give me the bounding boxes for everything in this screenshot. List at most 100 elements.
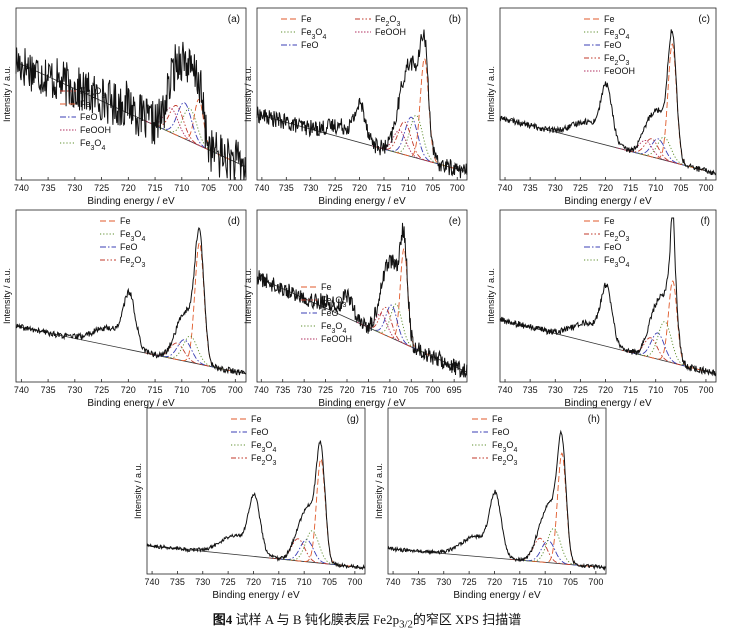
x-tick-label: 710: [382, 385, 397, 395]
x-tick-label: 715: [623, 183, 638, 193]
legend-label-Fe3O4: Fe3O4: [321, 321, 346, 335]
x-tick-label: 740: [498, 385, 513, 395]
figure-caption: 图4 试样 A 与 B 钝化膜表层 Fe2p3/2的窄区 XPS 扫描谱: [0, 609, 734, 631]
legend-label-Fe2O3: Fe2O3: [321, 295, 346, 309]
legend-label-FeO: FeO: [321, 308, 339, 318]
x-tick-label: 720: [487, 577, 502, 587]
y-axis-label: Intensity / a.u.: [243, 66, 253, 122]
x-tick-label: 700: [228, 183, 243, 193]
legend-label-Fe: Fe: [604, 14, 615, 24]
plot-frame: [387, 407, 607, 575]
y-axis-label: Intensity / a.u.: [2, 268, 12, 324]
plot-frame: [499, 209, 717, 383]
spectrum-line: [256, 222, 468, 378]
x-tick-label: 735: [523, 385, 538, 395]
x-tick-label: 700: [347, 577, 362, 587]
plot-frame: [256, 7, 468, 181]
x-tick-label: 695: [447, 385, 462, 395]
x-tick-label: 710: [648, 385, 663, 395]
legend-label-Fe3O4: Fe3O4: [492, 440, 517, 454]
y-axis-label: Intensity / a.u.: [2, 66, 12, 122]
spectrum-line: [146, 440, 366, 570]
x-tick-label: 705: [425, 183, 440, 193]
legend-label-FeOOH: FeOOH: [80, 125, 111, 135]
y-axis-label: Intensity / a.u.: [374, 463, 384, 519]
legend-label-Fe3O4: Fe3O4: [301, 27, 326, 41]
x-tick-label: 705: [673, 385, 688, 395]
peak-Fe: [643, 280, 703, 371]
legend-label-FeO: FeO: [80, 112, 98, 122]
x-tick-label: 730: [303, 183, 318, 193]
caption-subscript: 3/2: [399, 618, 413, 631]
legend-label-FeOOH: FeOOH: [604, 66, 635, 76]
legend-label-FeO: FeO: [251, 427, 269, 437]
x-tick-label: 715: [376, 183, 391, 193]
figure-number: 图4: [212, 612, 233, 627]
x-tick-label: 705: [201, 385, 216, 395]
peak-Fe: [642, 43, 703, 171]
x-tick-label: 720: [121, 183, 136, 193]
legend-label-FeO: FeO: [492, 427, 510, 437]
spectrum-line: [499, 217, 717, 377]
legend-label-Fe3O4: Fe3O4: [120, 229, 145, 243]
panel-h: (h) Binding energy / eV Intensity / a.u. 74…: [374, 407, 607, 601]
x-tick-label: 720: [121, 385, 136, 395]
legend-label-Fe2O3: Fe2O3: [604, 53, 629, 67]
spectrum-line: [15, 41, 247, 181]
x-tick-label: 720: [598, 385, 613, 395]
x-tick-label: 735: [41, 385, 56, 395]
x-tick-label: 735: [523, 183, 538, 193]
peak-FeOOH: [616, 139, 676, 164]
legend-label-Fe: Fe: [321, 282, 332, 292]
panel-label: (f): [701, 216, 710, 227]
peak-Fe2O3: [360, 306, 412, 348]
x-tick-label: 710: [648, 183, 663, 193]
x-tick-label: 735: [275, 385, 290, 395]
x-tick-label: 725: [573, 183, 588, 193]
x-tick-label: 700: [698, 385, 713, 395]
peak-Fe: [167, 241, 232, 372]
x-tick-label: 725: [318, 385, 333, 395]
plot-frame: [146, 407, 366, 575]
legend-label-Fe2O3: Fe2O3: [251, 453, 276, 467]
x-tick-label: 700: [698, 183, 713, 193]
panel-label: (b): [449, 14, 461, 25]
x-tick-label: 725: [94, 385, 109, 395]
panel-d: (d) Binding energy / eV Intensity / a.u. 74…: [2, 209, 247, 409]
spectrum-line: [499, 29, 717, 176]
x-tick-label: 725: [328, 183, 343, 193]
caption-text-end: 的窄区 XPS 扫描谱: [412, 612, 522, 627]
plot-frame: [499, 7, 717, 181]
x-tick-label: 715: [271, 577, 286, 587]
x-tick-label: 720: [339, 385, 354, 395]
spectrum-line: [15, 227, 247, 376]
x-tick-label: 705: [563, 577, 578, 587]
y-axis-label: Intensity / a.u.: [243, 268, 253, 324]
x-tick-label: 730: [67, 183, 82, 193]
x-tick-label: 730: [195, 577, 210, 587]
peak-Fe2O3: [622, 138, 682, 166]
y-axis-label: Intensity / a.u.: [486, 268, 496, 324]
panel-a: (a) Binding energy / eV Intensity / a.u. 74…: [2, 7, 247, 207]
legend-label-Fe3O4: Fe3O4: [604, 255, 629, 269]
x-tick-label: 705: [673, 183, 688, 193]
x-tick-label: 735: [41, 183, 56, 193]
legend-label-FeO: FeO: [604, 40, 622, 50]
legend-label-Fe2O3: Fe2O3: [375, 14, 400, 28]
x-tick-label: 740: [14, 385, 29, 395]
peak-Fe3O4: [523, 527, 585, 567]
x-tick-label: 725: [221, 577, 236, 587]
panel-label: (h): [588, 414, 600, 425]
legend-label-FeO: FeO: [120, 242, 138, 252]
peak-FeO: [152, 339, 217, 369]
spectrum-line: [387, 429, 607, 572]
plot-frame: [15, 7, 247, 181]
legend-label-Fe2O3: Fe2O3: [604, 229, 629, 243]
peak-FeO: [628, 332, 689, 368]
